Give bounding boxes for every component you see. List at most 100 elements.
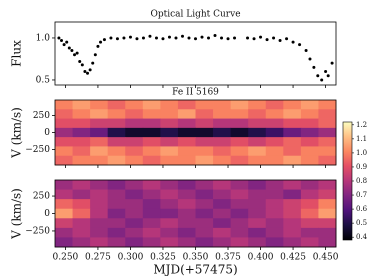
heatmap-cell xyxy=(107,118,126,129)
heatmap-cell xyxy=(55,109,73,119)
heatmap-cell xyxy=(265,237,284,248)
data-point xyxy=(304,49,308,53)
heatmap-cell xyxy=(177,100,196,110)
data-point xyxy=(180,34,184,38)
x-tick-label: 0.275 xyxy=(85,253,111,263)
data-point xyxy=(330,61,334,65)
heatmap-cell xyxy=(318,218,337,229)
colorbar-tick-label: 1.0 xyxy=(356,149,367,157)
heatmap-cell xyxy=(72,180,91,190)
heatmap-cell xyxy=(142,155,161,166)
heatmap-cell xyxy=(160,180,179,190)
heatmap-cell xyxy=(55,189,73,200)
heatmap-cell xyxy=(213,155,232,166)
heatmap-cell xyxy=(195,155,214,166)
colorbar-tick-label: 1.1 xyxy=(356,135,367,143)
heatmap-cell xyxy=(195,199,214,210)
heatmap-cell xyxy=(230,137,249,147)
heatmap-cell xyxy=(248,127,267,138)
heatmap-cell xyxy=(300,137,319,147)
heatmap-cell xyxy=(195,100,214,110)
data-point xyxy=(75,51,79,55)
y-tick-label: 1.0 xyxy=(36,33,51,43)
data-point xyxy=(80,63,84,67)
heatmap-cell xyxy=(125,189,144,200)
heatmap-cell xyxy=(177,199,196,210)
heatmap-cell xyxy=(195,180,214,190)
heatmap-cell xyxy=(160,118,179,129)
heatmap-cell xyxy=(230,127,249,138)
heatmap-cell xyxy=(248,218,267,229)
heatmap-cell xyxy=(55,218,73,229)
heatmap-cell xyxy=(142,137,161,147)
heatmap-cell xyxy=(265,109,284,119)
data-point xyxy=(298,43,302,47)
heatmap-cell xyxy=(213,189,232,200)
heatmap-cell xyxy=(300,218,319,229)
heatmap-cell xyxy=(318,127,337,138)
heatmap-cell xyxy=(195,189,214,200)
data-point xyxy=(246,36,250,40)
heatmap-cell xyxy=(230,109,249,119)
heatmap-cell xyxy=(72,127,91,138)
x-tick-label: 0.375 xyxy=(215,253,241,263)
heatmap-cell xyxy=(107,109,126,119)
heatmap-cell xyxy=(283,208,302,219)
data-point xyxy=(213,33,217,37)
heatmap-cell xyxy=(177,137,196,147)
heatmap-cell xyxy=(90,109,109,119)
heatmap-cell xyxy=(177,218,196,229)
heatmap-cell xyxy=(248,109,267,119)
heatmap-cell xyxy=(160,237,179,248)
heatmap-cell xyxy=(160,199,179,210)
heatmap-cell xyxy=(300,118,319,129)
x-tick-label: 0.250 xyxy=(53,253,79,263)
heatmap-cell xyxy=(318,155,337,166)
heatmap-cell xyxy=(107,237,126,248)
heatmap-cell xyxy=(55,127,73,138)
panel-title: Optical Light Curve xyxy=(150,10,240,20)
data-point xyxy=(226,37,230,41)
heatmap-cell xyxy=(318,118,337,129)
heatmap-cell xyxy=(107,155,126,166)
x-tick-label: 0.425 xyxy=(280,253,306,263)
heatmap-cell xyxy=(195,227,214,238)
heatmap-cell xyxy=(125,127,144,138)
heatmap-cell xyxy=(107,100,126,110)
heatmap-cell xyxy=(248,100,267,110)
heatmap-cell xyxy=(107,137,126,147)
data-point xyxy=(326,74,330,78)
heatmap-cell xyxy=(265,127,284,138)
heatmap-cell xyxy=(90,218,109,229)
heatmap-cell xyxy=(230,118,249,129)
heatmap-cell xyxy=(265,137,284,147)
data-point xyxy=(78,59,82,63)
heatmap-cell xyxy=(213,218,232,229)
heatmap-cell xyxy=(195,208,214,219)
heatmap-cell xyxy=(300,100,319,110)
heatmap-cell xyxy=(90,208,109,219)
heatmap-cell xyxy=(55,146,73,157)
heatmap-cell xyxy=(283,227,302,238)
heatmap-cell xyxy=(160,127,179,138)
y-tick-label: 250 xyxy=(33,111,50,121)
heatmap-cell xyxy=(283,109,302,119)
heatmap-cell xyxy=(160,189,179,200)
heatmap-cell xyxy=(90,237,109,248)
heatmap-cell xyxy=(72,146,91,157)
y-tick-label: −250 xyxy=(25,145,50,155)
colorbar-tick-label: 0.7 xyxy=(356,191,367,199)
heatmap-cell xyxy=(90,146,109,157)
heatmap-cell xyxy=(213,118,232,129)
data-point xyxy=(233,36,237,40)
heatmap-cell xyxy=(283,180,302,190)
heatmap-cell xyxy=(300,237,319,248)
heatmap-cell xyxy=(90,137,109,147)
y-axis-label: Flux xyxy=(10,40,24,67)
heatmap-cell xyxy=(72,218,91,229)
heatmap-cell xyxy=(265,227,284,238)
data-point xyxy=(83,70,87,74)
data-point xyxy=(312,65,316,69)
heatmap-cell xyxy=(72,155,91,166)
heatmap-cell xyxy=(177,146,196,157)
